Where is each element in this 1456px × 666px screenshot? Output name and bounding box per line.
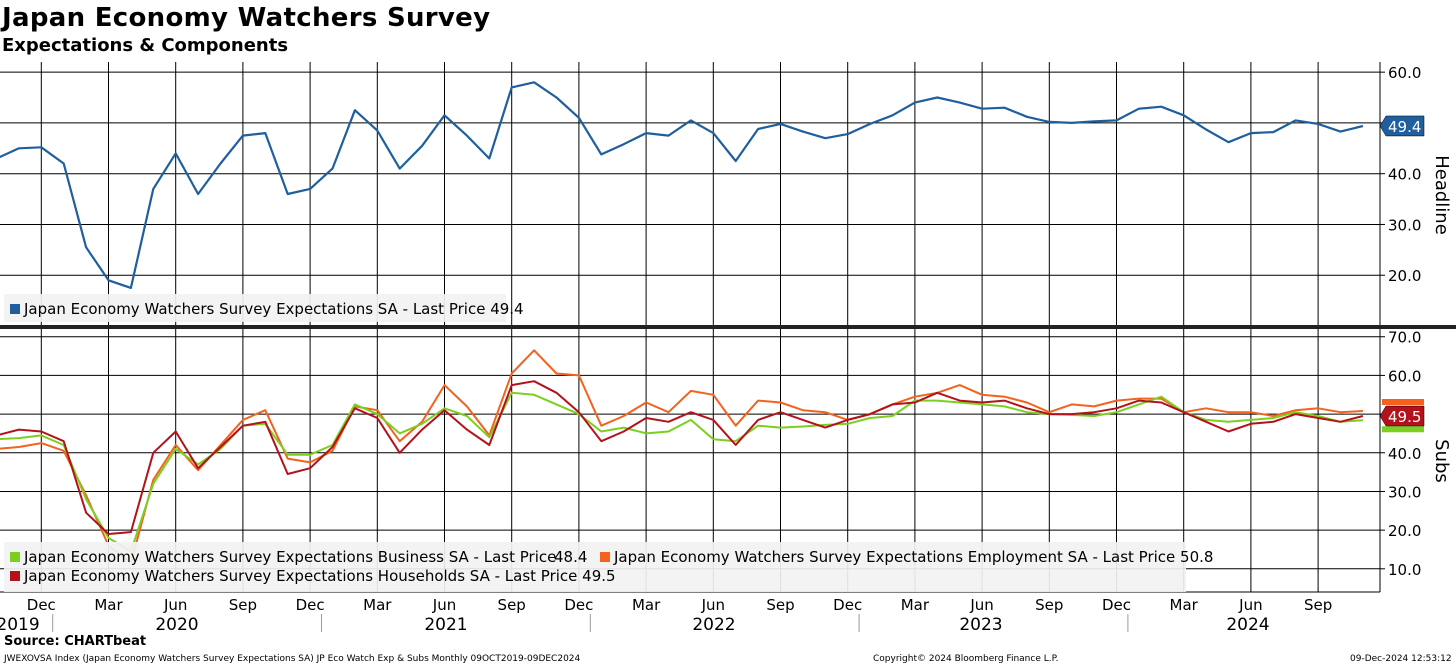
business-last-value-tab — [1382, 426, 1424, 433]
x-year-label: 2020 — [155, 615, 198, 635]
headline-legend-box — [4, 294, 506, 322]
chart-subtitle: Expectations & Components — [2, 35, 289, 56]
x-month-label: Dec — [1102, 596, 1131, 614]
legend-label: Japan Economy Watchers Survey Expectatio… — [23, 548, 556, 566]
business-legend-last-price: 48.4 — [554, 548, 587, 566]
x-month-label: Jun — [701, 596, 725, 614]
x-month-label: Mar — [1170, 596, 1199, 614]
business-legend-entry: Japan Economy Watchers Survey Expectatio… — [10, 548, 556, 566]
subs-y-tick-label: 10.0 — [1388, 561, 1421, 579]
x-year-label: 2021 — [424, 615, 467, 635]
legend-label: Japan Economy Watchers Survey Expectatio… — [23, 300, 524, 318]
x-month-label: Mar — [94, 596, 123, 614]
x-month-label: Mar — [363, 596, 392, 614]
headline-y-tick-label: 40.0 — [1388, 166, 1421, 184]
x-month-label: Dec — [27, 596, 56, 614]
legend-label: Japan Economy Watchers Survey Expectatio… — [23, 567, 616, 585]
headline-last-value-tag: 49.4 — [1379, 115, 1425, 137]
subs-y-tick-label: 20.0 — [1388, 522, 1421, 540]
legend-swatch — [10, 571, 20, 581]
subs-y-tick-label: 40.0 — [1388, 445, 1421, 463]
x-year-label: 2024 — [1226, 615, 1269, 635]
panel-divider — [0, 325, 1456, 329]
headline-legend-entry: Japan Economy Watchers Survey Expectatio… — [10, 300, 524, 318]
headline-y-tick-label: 30.0 — [1388, 216, 1421, 234]
x-year-label: 2023 — [959, 615, 1002, 635]
x-month-label: Mar — [901, 596, 930, 614]
x-month-label: Sep — [1035, 596, 1063, 614]
subs-y-tick-label: 30.0 — [1388, 483, 1421, 501]
subs-y-tick-label: 60.0 — [1388, 367, 1421, 385]
employment-legend-entry: Japan Economy Watchers Survey Expectatio… — [600, 548, 1213, 566]
employment-series-line — [0, 349, 1363, 564]
households-legend-entry: Japan Economy Watchers Survey Expectatio… — [10, 567, 616, 585]
x-month-label: Sep — [229, 596, 257, 614]
headline-y-tick-label: 20.0 — [1388, 267, 1421, 285]
legend-swatch — [600, 552, 610, 562]
subs-panel-label: Subs — [1431, 439, 1452, 483]
last-value-tag-text: 49.5 — [1388, 408, 1421, 426]
headline-panel-label: Headline — [1431, 155, 1452, 235]
x-month-label: Jun — [163, 596, 187, 614]
timestamp: 09-Dec-2024 12:53:12 — [1350, 654, 1452, 664]
chart-title: Japan Economy Watchers Survey — [2, 3, 491, 33]
headline-series-line — [0, 81, 1364, 289]
x-month-label: Dec — [564, 596, 593, 614]
business-series-line — [0, 391, 1363, 553]
x-axis-month-labels: Dec Mar Jun Sep Dec Mar Jun Sep Dec Mar Jun Sep Dec M… — [27, 596, 1332, 614]
x-axis-year-labels: 2019 2020 2021 2022 2023 2024 — [0, 614, 1270, 635]
source-label: Source: CHARTbeat — [4, 634, 147, 649]
x-year-label: 2022 — [692, 615, 735, 635]
x-month-label: Jun — [969, 596, 993, 614]
headline-y-tick-label: 60.0 — [1388, 64, 1421, 82]
subs-y-tick-label: 70.0 — [1388, 329, 1421, 347]
subs-legend-box — [4, 542, 1186, 592]
employment-last-value-tab — [1382, 398, 1424, 405]
x-month-label: Jun — [1238, 596, 1262, 614]
x-month-label: Jun — [432, 596, 456, 614]
x-month-label: Sep — [766, 596, 794, 614]
legend-label: Japan Economy Watchers Survey Expectatio… — [613, 548, 1213, 566]
x-month-label: Dec — [296, 596, 325, 614]
copyright: Copyright© 2024 Bloomberg Finance L.P. — [873, 654, 1059, 664]
x-year-label: 2019 — [0, 615, 40, 635]
x-month-label: Dec — [833, 596, 862, 614]
x-month-label: Sep — [498, 596, 526, 614]
last-value-tag-shape — [1379, 405, 1425, 427]
households-last-value-tag: 49.5 — [1379, 405, 1425, 427]
x-month-label: Sep — [1304, 596, 1332, 614]
x-month-label: Mar — [632, 596, 661, 614]
last-value-tag-shape — [1379, 115, 1425, 137]
index-info: JWEXOVSA Index (Japan Economy Watchers S… — [4, 654, 581, 664]
households-series-line — [0, 380, 1364, 535]
legend-swatch — [10, 304, 20, 314]
last-value-tag-text: 49.4 — [1388, 118, 1421, 136]
legend-swatch — [10, 552, 20, 562]
